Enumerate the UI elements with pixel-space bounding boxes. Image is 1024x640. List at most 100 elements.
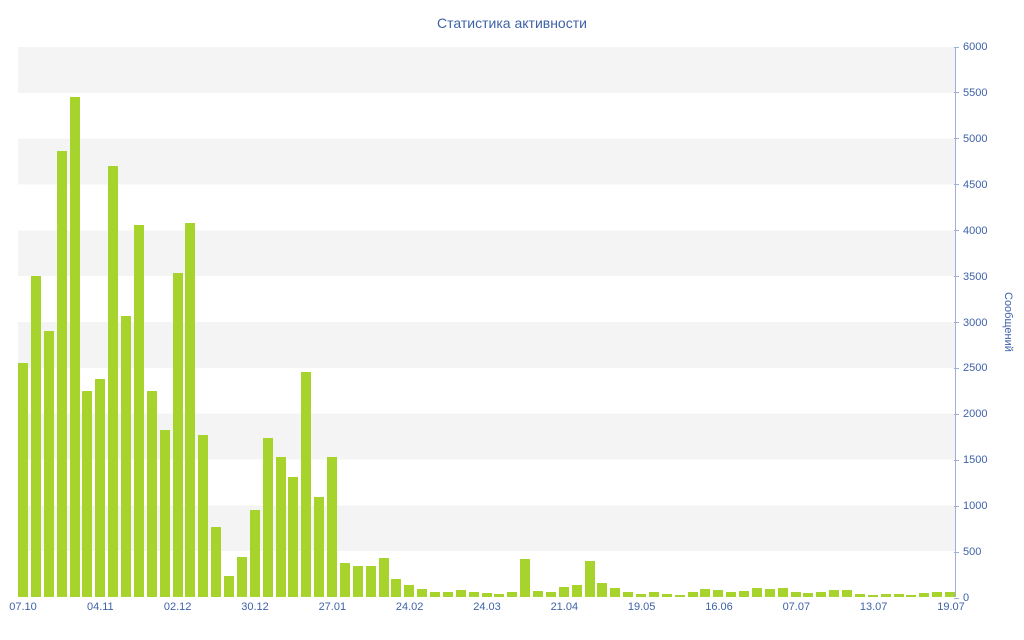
bar xyxy=(558,586,569,597)
bar xyxy=(275,456,286,597)
x-tick-label: 19.07 xyxy=(937,601,965,613)
bar xyxy=(468,591,479,597)
bar xyxy=(893,594,904,597)
x-tick-label: 24.03 xyxy=(473,601,501,613)
bar xyxy=(854,594,865,597)
bar xyxy=(133,224,144,597)
bar xyxy=(520,558,531,597)
y-tick-label: 2500 xyxy=(953,362,988,375)
bar xyxy=(713,589,724,597)
bar xyxy=(224,575,234,597)
y-tick-label: 6000 xyxy=(953,41,988,53)
y-axis-title: Сообщений xyxy=(1002,292,1014,352)
bar xyxy=(327,456,337,597)
bar xyxy=(494,594,505,597)
x-tick-label: 16.06 xyxy=(705,601,733,613)
y-tick-label: 3500 xyxy=(953,270,988,283)
x-axis: 07.10 04.11 02.12 30.12 27.01 24.02 24.03 21.04… xyxy=(9,601,965,615)
y-tick-label: 5500 xyxy=(953,86,988,99)
bar xyxy=(674,595,685,597)
x-tick-label: 07.10 xyxy=(9,601,37,613)
bar xyxy=(661,594,672,597)
bar xyxy=(610,587,621,597)
bar xyxy=(198,434,209,597)
bar xyxy=(932,592,943,597)
bar xyxy=(751,587,762,597)
bar xyxy=(867,595,878,597)
bar xyxy=(236,556,247,597)
bar xyxy=(726,591,737,597)
bar xyxy=(146,390,157,597)
bar xyxy=(314,497,325,597)
bar xyxy=(211,527,222,597)
bar xyxy=(919,593,930,597)
chart-title: Статистика активности xyxy=(437,15,587,31)
bar xyxy=(455,589,466,597)
bar xyxy=(43,331,54,597)
bar xyxy=(288,476,299,597)
bar xyxy=(69,96,80,597)
bar xyxy=(700,588,711,597)
bar xyxy=(352,565,363,597)
y-tick-label: 0 xyxy=(953,592,970,604)
bar xyxy=(30,276,41,597)
bar xyxy=(378,557,389,597)
bar xyxy=(545,591,556,597)
bar xyxy=(777,587,788,597)
bar xyxy=(803,593,814,597)
y-tick-label: 5000 xyxy=(953,132,988,145)
bar xyxy=(945,591,955,597)
x-tick-label: 21.04 xyxy=(550,601,579,613)
bar xyxy=(687,591,698,597)
y-tick-label: 1500 xyxy=(953,454,988,467)
plot-area xyxy=(18,47,956,597)
y-axis: 6000 5500 5000 4500 4000 3500 3000 2500 2000 1500… xyxy=(953,41,1003,604)
x-tick-label: 27.01 xyxy=(318,601,347,613)
bar xyxy=(365,565,376,597)
bar xyxy=(739,590,749,597)
bar xyxy=(842,589,852,597)
bar xyxy=(301,372,312,597)
bar xyxy=(507,591,518,597)
bar xyxy=(249,509,260,597)
bar xyxy=(391,578,402,597)
bar xyxy=(906,595,917,597)
bar xyxy=(121,315,131,597)
y-tick-label: 3000 xyxy=(953,316,988,329)
bar xyxy=(108,166,119,597)
bar xyxy=(159,430,170,597)
bar xyxy=(95,378,106,597)
bar xyxy=(442,592,453,597)
x-tick-label: 19.05 xyxy=(627,601,656,613)
x-tick-label: 07.07 xyxy=(782,601,811,613)
y-tick-label: 2000 xyxy=(953,408,988,421)
bar xyxy=(790,591,801,597)
x-tick-label: 04.11 xyxy=(86,601,114,613)
bar xyxy=(339,563,350,597)
bar xyxy=(172,273,183,597)
bar xyxy=(816,591,827,597)
bar xyxy=(636,594,646,597)
x-tick-label: 24.02 xyxy=(395,601,424,613)
bar xyxy=(764,588,775,597)
bar xyxy=(623,591,634,597)
bar xyxy=(262,438,273,597)
bar xyxy=(571,585,582,597)
bar xyxy=(404,585,415,597)
bar xyxy=(185,223,196,597)
bar xyxy=(430,591,440,597)
bar xyxy=(56,150,67,597)
bar xyxy=(584,561,595,597)
x-tick-label: 30.12 xyxy=(241,601,269,613)
bar xyxy=(481,593,492,597)
y-tick-label: 4000 xyxy=(953,224,988,237)
bar xyxy=(533,590,543,597)
bar xyxy=(417,588,428,597)
x-tick-label: 13.07 xyxy=(859,601,888,613)
bar xyxy=(82,390,93,597)
bar xyxy=(829,589,840,597)
y-tick-label: 4500 xyxy=(953,178,988,191)
y-tick-label: 500 xyxy=(953,546,982,559)
x-tick-label: 02.12 xyxy=(163,601,192,613)
